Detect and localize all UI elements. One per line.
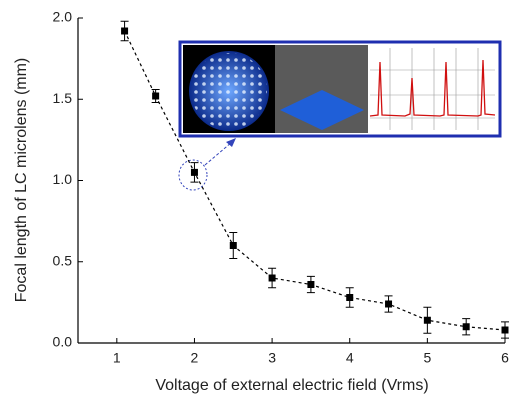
x-tick-label: 3 — [268, 350, 276, 366]
x-tick-label: 5 — [423, 350, 431, 366]
x-tick-label: 6 — [501, 350, 509, 366]
data-point — [463, 323, 470, 330]
lens-dots — [191, 53, 267, 129]
data-point — [385, 301, 392, 308]
data-point — [191, 169, 198, 176]
y-axis-title: Focal length of LC microlens (mm) — [13, 58, 30, 303]
y-tick-label: 0.0 — [53, 334, 73, 350]
inset — [180, 42, 500, 136]
y-tick-label: 1.5 — [53, 90, 73, 106]
page: {"chart_data": { "type": "errorbar-line"… — [0, 0, 510, 403]
y-tick-label: 1.0 — [53, 171, 73, 187]
x-tick-label: 2 — [191, 350, 199, 366]
pointer-arrow — [205, 142, 232, 165]
x-axis-title: Voltage of external electric field (Vrms… — [155, 377, 428, 394]
arrow-head — [226, 138, 236, 147]
data-point — [121, 28, 128, 35]
y-tick-label: 0.5 — [53, 252, 73, 268]
data-point — [424, 317, 431, 324]
data-point — [152, 93, 159, 100]
data-point — [307, 281, 314, 288]
data-point — [230, 242, 237, 249]
x-tick-label: 1 — [113, 350, 121, 366]
chart: Voltage of external electric field (Vrms… — [0, 0, 510, 403]
inset-panel — [368, 45, 497, 133]
data-point — [269, 275, 276, 282]
data-point — [502, 327, 509, 334]
x-tick-label: 4 — [346, 350, 354, 366]
y-tick-label: 2.0 — [53, 9, 73, 25]
data-point — [346, 294, 353, 301]
